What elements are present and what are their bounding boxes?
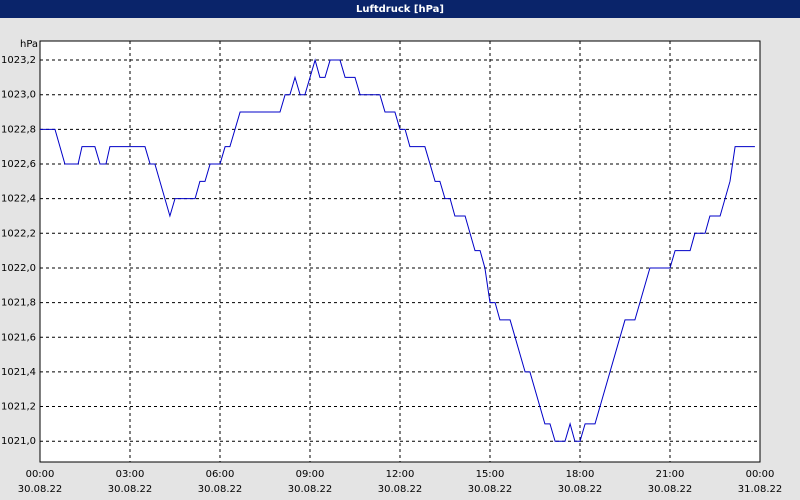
y-tick-label: 1022,6 — [1, 159, 36, 170]
y-axis-label: hPa — [20, 39, 38, 50]
x-tick-date: 30.08.22 — [378, 484, 423, 495]
x-tick-label: 00:00 — [746, 469, 775, 480]
y-tick-label: 1022,4 — [1, 194, 36, 205]
x-tick-label: 06:00 — [206, 469, 235, 480]
x-tick-date: 30.08.22 — [288, 484, 333, 495]
y-tick-label: 1021,6 — [1, 332, 36, 343]
x-tick-date: 31.08.22 — [738, 484, 783, 495]
y-tick-label: 1021,4 — [1, 367, 36, 378]
x-tick-date: 30.08.22 — [468, 484, 513, 495]
data-line — [40, 58, 755, 442]
y-tick-label: 1021,0 — [1, 436, 36, 447]
x-tick-date: 30.08.22 — [648, 484, 693, 495]
x-tick-date: 30.08.22 — [558, 484, 603, 495]
x-tick-label: 21:00 — [656, 469, 685, 480]
x-tick-label: 03:00 — [116, 469, 145, 480]
y-tick-label: 1022,8 — [1, 124, 36, 135]
x-tick-label: 00:00 — [26, 469, 55, 480]
y-tick-label: 1023,2 — [1, 55, 36, 66]
x-tick-date: 30.08.22 — [18, 484, 63, 495]
y-tick-label: 1021,2 — [1, 402, 36, 413]
chart-title: Luftdruck [hPa] — [356, 4, 444, 15]
x-tick-label: 15:00 — [476, 469, 505, 480]
x-tick-date: 30.08.22 — [198, 484, 243, 495]
x-tick-label: 18:00 — [566, 469, 595, 480]
title-bar — [0, 0, 800, 18]
y-tick-label: 1023,0 — [1, 90, 36, 101]
y-tick-label: 1021,8 — [1, 298, 36, 309]
x-tick-date: 30.08.22 — [108, 484, 153, 495]
x-tick-label: 09:00 — [296, 469, 325, 480]
plot-border — [39, 40, 761, 463]
y-tick-label: 1022,2 — [1, 228, 36, 239]
y-tick-label: 1022,0 — [1, 263, 36, 274]
x-tick-label: 12:00 — [386, 469, 415, 480]
